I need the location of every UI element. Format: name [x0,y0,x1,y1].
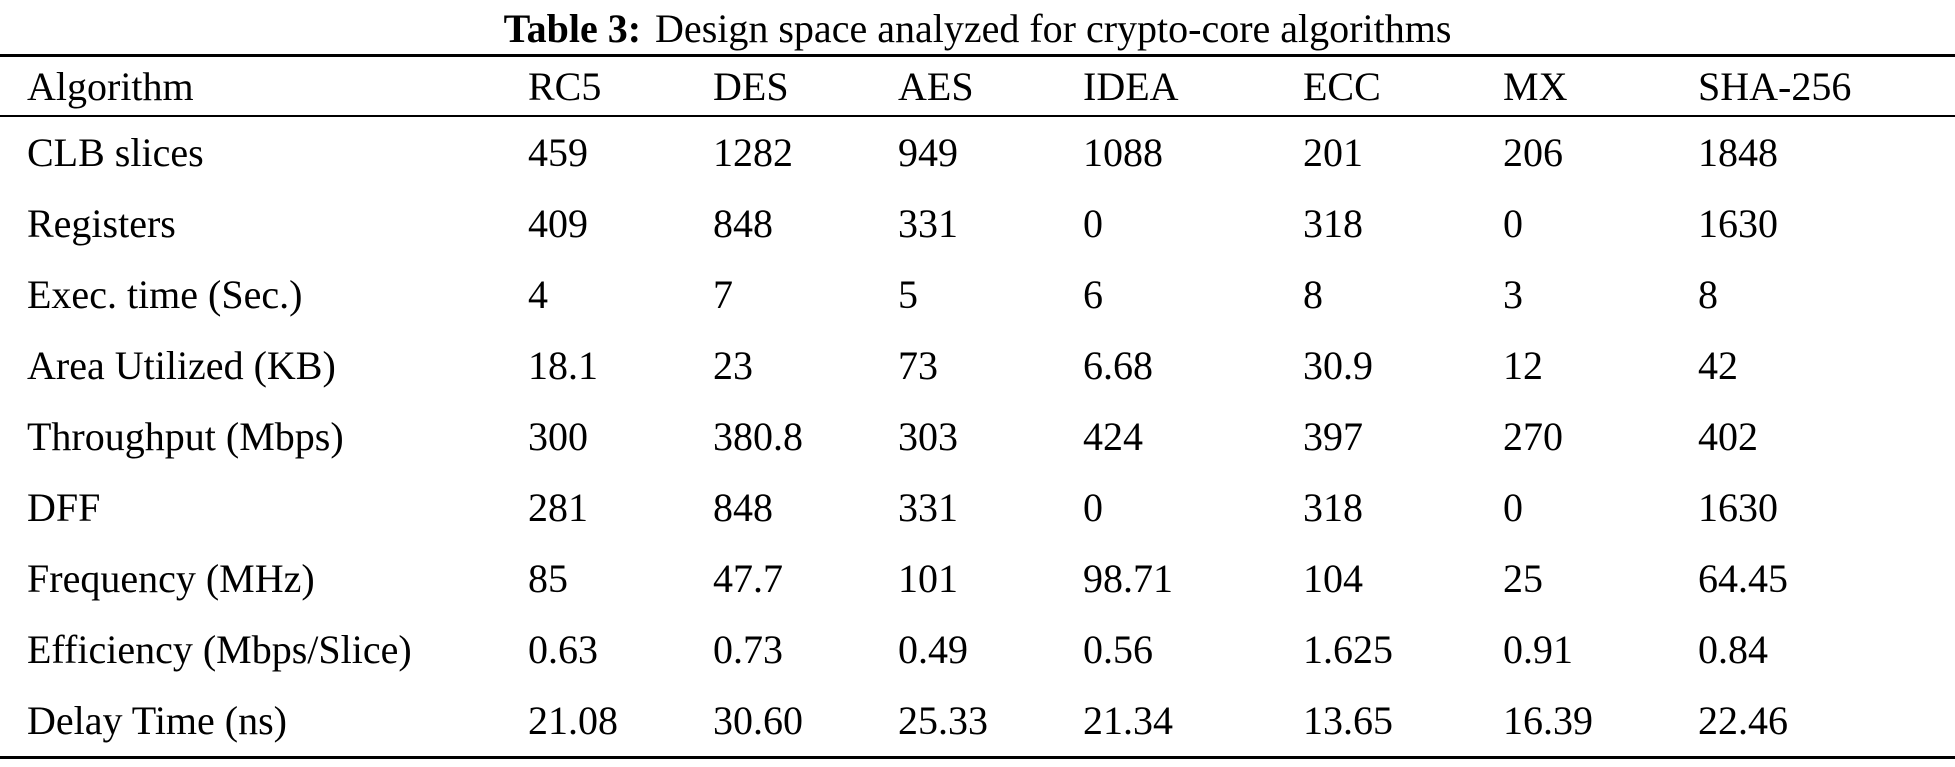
data-cell: 1088 [1083,130,1163,175]
data-cell: 1282 [713,130,793,175]
table-header: Algorithm RC5 DES AES IDEA ECC MX SHA-25… [0,55,1955,117]
data-cell: 848 [713,201,773,246]
data-cell: 206 [1503,130,1563,175]
data-cell: 303 [898,414,958,459]
data-cell: 3 [1503,272,1523,317]
data-cell: 0.56 [1083,627,1153,672]
data-cell: 0.91 [1503,627,1573,672]
row-label-cell: Exec. time (Sec.) [27,272,303,317]
row-label-cell: Frequency (MHz) [27,556,315,601]
data-cell: 0.49 [898,627,968,672]
header-cell-rc5: RC5 [528,55,713,117]
data-cell: 8 [1303,272,1323,317]
data-cell: 949 [898,130,958,175]
data-cell: 409 [528,201,588,246]
data-cell: 331 [898,485,958,530]
data-cell: 0 [1503,485,1523,530]
table-row-throughput: Throughput (Mbps) 300 380.8 303 424 397 … [0,401,1955,472]
data-cell: 73 [898,343,938,388]
data-cell: 30.9 [1303,343,1373,388]
data-cell: 42 [1698,343,1738,388]
data-cell: 0 [1083,201,1103,246]
data-cell: 1630 [1698,201,1778,246]
data-cell: 424 [1083,414,1143,459]
data-cell: 848 [713,485,773,530]
data-table: Algorithm RC5 DES AES IDEA ECC MX SHA-25… [0,54,1955,759]
row-label-cell: Throughput (Mbps) [27,414,344,459]
header-cell-ecc: ECC [1303,55,1503,117]
header-cell-mx: MX [1503,55,1698,117]
data-cell: 0.84 [1698,627,1768,672]
header-cell-sha256: SHA-256 [1698,55,1955,117]
data-cell: 21.08 [528,698,618,743]
data-cell: 1630 [1698,485,1778,530]
row-label-cell: Registers [27,201,176,246]
data-cell: 25.33 [898,698,988,743]
row-label-cell: Area Utilized (KB) [27,343,336,388]
data-cell: 25 [1503,556,1543,601]
table-row-delay-time: Delay Time (ns) 21.08 30.60 25.33 21.34 … [0,685,1955,758]
data-cell: 13.65 [1303,698,1393,743]
table-body: CLB slices 459 1282 949 1088 201 206 184… [0,116,1955,758]
data-cell: 5 [898,272,918,317]
table-row-dff: DFF 281 848 331 0 318 0 1630 [0,472,1955,543]
data-cell: 1.625 [1303,627,1393,672]
table-caption-text: Design space analyzed for crypto-core al… [655,6,1452,51]
data-cell: 8 [1698,272,1718,317]
data-cell: 6.68 [1083,343,1153,388]
data-cell: 0 [1083,485,1103,530]
data-cell: 0 [1503,201,1523,246]
data-cell: 0.73 [713,627,783,672]
data-cell: 30.60 [713,698,803,743]
data-cell: 104 [1303,556,1363,601]
data-cell: 85 [528,556,568,601]
data-cell: 47.7 [713,556,783,601]
data-cell: 7 [713,272,733,317]
data-cell: 0.63 [528,627,598,672]
data-cell: 331 [898,201,958,246]
data-cell: 1848 [1698,130,1778,175]
data-cell: 64.45 [1698,556,1788,601]
header-cell-aes: AES [898,55,1083,117]
data-cell: 21.34 [1083,698,1173,743]
data-cell: 12 [1503,343,1543,388]
data-cell: 380.8 [713,414,803,459]
data-cell: 23 [713,343,753,388]
table-row-registers: Registers 409 848 331 0 318 0 1630 [0,188,1955,259]
table-caption-label: Table 3: [503,6,642,51]
header-cell-des: DES [713,55,898,117]
data-cell: 402 [1698,414,1758,459]
data-cell: 318 [1303,201,1363,246]
row-label-cell: CLB slices [27,130,204,175]
table-row-clb-slices: CLB slices 459 1282 949 1088 201 206 184… [0,116,1955,188]
table-row-frequency: Frequency (MHz) 85 47.7 101 98.71 104 25… [0,543,1955,614]
row-label-cell: Delay Time (ns) [27,698,287,743]
data-cell: 22.46 [1698,698,1788,743]
header-cell-algorithm: Algorithm [0,55,528,117]
data-cell: 18.1 [528,343,598,388]
data-cell: 270 [1503,414,1563,459]
table-row-area-utilized: Area Utilized (KB) 18.1 23 73 6.68 30.9 … [0,330,1955,401]
data-cell: 318 [1303,485,1363,530]
data-cell: 201 [1303,130,1363,175]
table-row-efficiency: Efficiency (Mbps/Slice) 0.63 0.73 0.49 0… [0,614,1955,685]
row-label-cell: DFF [27,485,101,530]
data-cell: 16.39 [1503,698,1593,743]
data-cell: 4 [528,272,548,317]
table-header-row: Algorithm RC5 DES AES IDEA ECC MX SHA-25… [0,55,1955,117]
row-label-cell: Efficiency (Mbps/Slice) [27,627,412,672]
data-cell: 397 [1303,414,1363,459]
table-row-exec-time: Exec. time (Sec.) 4 7 5 6 8 3 8 [0,259,1955,330]
data-cell: 6 [1083,272,1103,317]
data-cell: 459 [528,130,588,175]
header-cell-idea: IDEA [1083,55,1303,117]
data-cell: 300 [528,414,588,459]
table-caption: Table 3: Design space analyzed for crypt… [0,0,1955,54]
data-cell: 281 [528,485,588,530]
data-cell: 98.71 [1083,556,1173,601]
data-cell: 101 [898,556,958,601]
